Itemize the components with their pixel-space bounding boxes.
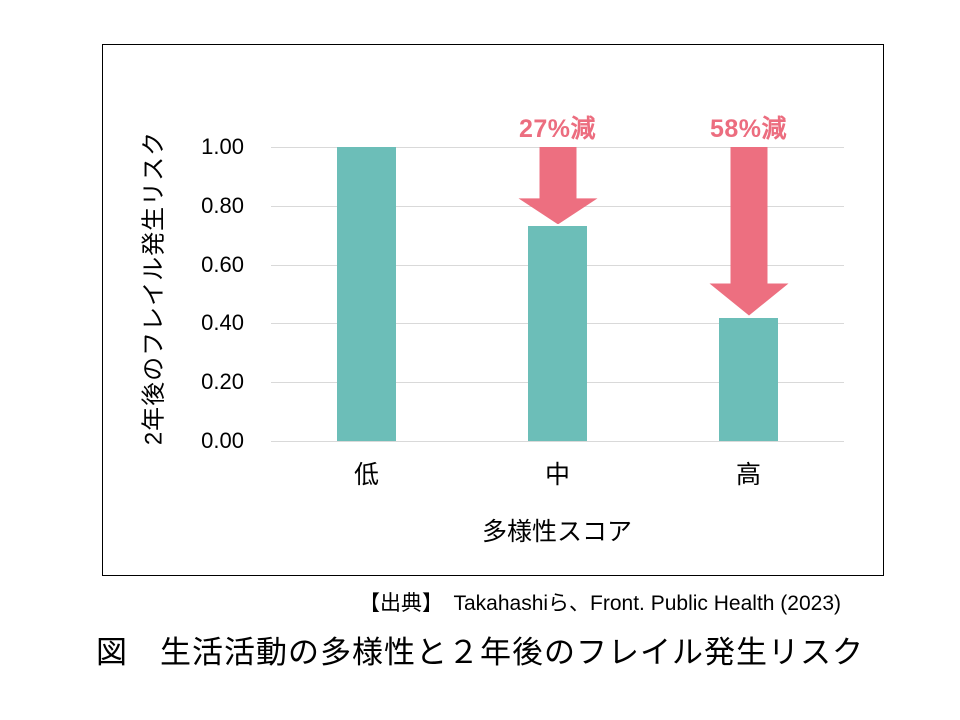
y-tick-label: 0.60 (201, 251, 244, 277)
gridline (271, 441, 844, 442)
y-tick-label: 0.80 (201, 192, 244, 218)
y-tick-label: 1.00 (201, 134, 244, 159)
y-tick-label: 0.40 (201, 310, 244, 336)
plot-area (271, 147, 844, 442)
x-category-label: 中 (544, 461, 570, 489)
y-axis-title: 2年後のフレイル発生リスク (140, 130, 168, 446)
chart-frame: 2年後のフレイル発生リスク 0.00 0.20 0.40 0.60 0.80 1.00 低… (102, 44, 884, 576)
reduction-label: 27%減 (518, 115, 597, 143)
x-category-label: 高 (735, 461, 761, 489)
x-category-label: 低 (353, 461, 379, 489)
x-axis-title: 多様性スコア (481, 518, 632, 546)
figure-caption: 図 生活活動の多様性と２年後のフレイル発生リスク (96, 635, 864, 670)
reduction-label: 58%減 (709, 115, 788, 143)
y-tick-label: 0.20 (201, 369, 244, 395)
y-tick-label: 0.00 (201, 428, 244, 453)
bar (719, 317, 778, 441)
bar (528, 226, 587, 441)
reduction-arrow (518, 147, 597, 225)
source-note: 【出典】 Takahashiら、Front. Public Health (20… (358, 592, 841, 615)
reduction-arrow (709, 147, 788, 316)
bar (337, 147, 396, 441)
